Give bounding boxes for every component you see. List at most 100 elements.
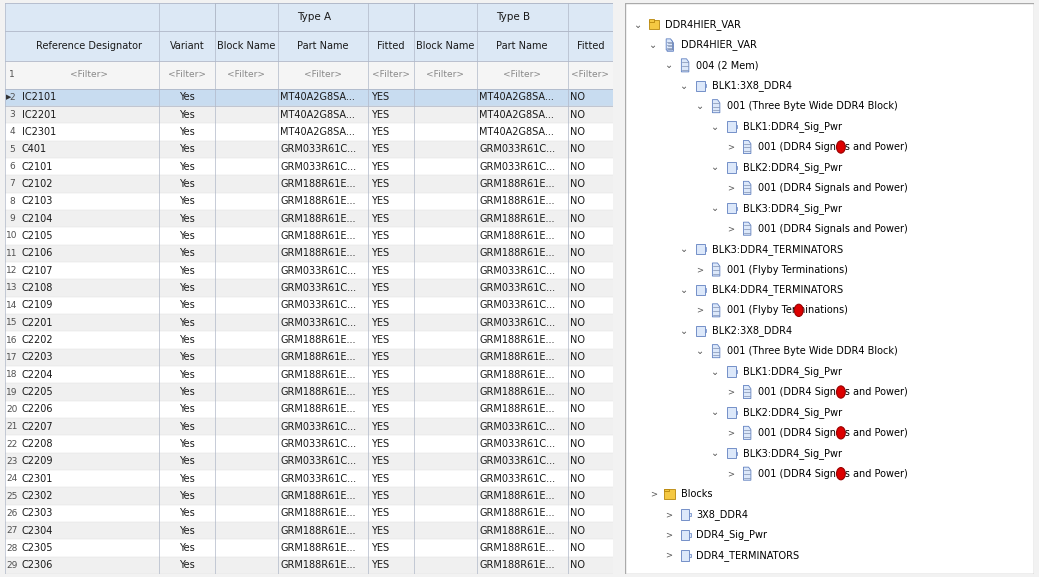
Text: ⌄: ⌄	[681, 81, 689, 91]
Text: 8: 8	[9, 197, 15, 206]
Text: C2302: C2302	[22, 491, 53, 501]
Text: <Filter>: <Filter>	[304, 70, 342, 80]
Text: GRM188R61E...: GRM188R61E...	[281, 508, 355, 518]
Text: 2: 2	[9, 93, 15, 102]
Text: 16: 16	[6, 335, 18, 344]
Text: Yes: Yes	[179, 179, 194, 189]
Text: GRM188R61E...: GRM188R61E...	[281, 353, 355, 362]
Text: >: >	[727, 224, 735, 233]
Text: ⌄: ⌄	[696, 346, 703, 356]
Text: GRM188R61E...: GRM188R61E...	[479, 213, 555, 224]
Polygon shape	[713, 100, 720, 113]
Text: 3X8_DDR4: 3X8_DDR4	[696, 509, 748, 520]
Text: 27: 27	[6, 526, 18, 535]
Text: GRM033R61C...: GRM033R61C...	[281, 162, 356, 171]
Text: Yes: Yes	[179, 370, 194, 380]
Polygon shape	[713, 263, 720, 276]
FancyBboxPatch shape	[5, 488, 613, 505]
Text: GRM033R61C...: GRM033R61C...	[281, 283, 356, 293]
FancyBboxPatch shape	[5, 227, 613, 245]
Text: YES: YES	[371, 179, 389, 189]
Text: >: >	[649, 490, 657, 499]
FancyBboxPatch shape	[5, 297, 613, 314]
Text: Yes: Yes	[179, 144, 194, 154]
FancyBboxPatch shape	[5, 193, 613, 210]
Text: YES: YES	[371, 265, 389, 276]
Text: ⌄: ⌄	[665, 61, 673, 70]
Text: C2109: C2109	[22, 301, 53, 310]
Text: ⌄: ⌄	[712, 407, 719, 417]
Text: C2304: C2304	[22, 526, 53, 536]
Text: Yes: Yes	[179, 301, 194, 310]
Text: C2101: C2101	[22, 162, 53, 171]
Text: Yes: Yes	[179, 318, 194, 328]
Text: DDR4_Sig_Pwr: DDR4_Sig_Pwr	[696, 530, 767, 541]
Text: GRM188R61E...: GRM188R61E...	[281, 404, 355, 414]
Text: Yes: Yes	[179, 456, 194, 466]
Text: C2207: C2207	[22, 422, 53, 432]
Text: 26: 26	[6, 509, 18, 518]
Text: 7: 7	[9, 179, 15, 189]
Text: 9: 9	[9, 214, 15, 223]
Text: ⌄: ⌄	[649, 40, 658, 50]
FancyBboxPatch shape	[5, 210, 613, 227]
Text: GRM188R61E...: GRM188R61E...	[479, 387, 555, 397]
FancyBboxPatch shape	[689, 513, 691, 516]
Text: 14: 14	[6, 301, 18, 310]
Text: >: >	[727, 143, 735, 152]
Text: GRM033R61C...: GRM033R61C...	[281, 456, 356, 466]
Text: GRM033R61C...: GRM033R61C...	[281, 144, 356, 154]
Text: BLK2:3X8_DDR4: BLK2:3X8_DDR4	[712, 325, 792, 336]
Text: GRM033R61C...: GRM033R61C...	[479, 439, 555, 449]
Text: 001 (DDR4 Signals and Power): 001 (DDR4 Signals and Power)	[758, 183, 908, 193]
Text: 12: 12	[6, 266, 18, 275]
Polygon shape	[682, 59, 689, 72]
FancyBboxPatch shape	[5, 123, 613, 141]
Text: NO: NO	[570, 422, 585, 432]
Text: ⌄: ⌄	[712, 163, 719, 173]
Text: GRM188R61E...: GRM188R61E...	[281, 248, 355, 258]
Text: ⌄: ⌄	[681, 326, 689, 336]
Text: C401: C401	[22, 144, 47, 154]
Text: 001 (Flyby Terminations): 001 (Flyby Terminations)	[727, 264, 848, 275]
Text: Fitted: Fitted	[577, 42, 604, 51]
FancyBboxPatch shape	[5, 349, 613, 366]
Text: <Filter>: <Filter>	[70, 70, 108, 80]
Text: GRM188R61E...: GRM188R61E...	[479, 491, 555, 501]
FancyBboxPatch shape	[5, 418, 613, 436]
Text: C2301: C2301	[22, 474, 53, 484]
Text: YES: YES	[371, 144, 389, 154]
Text: BLK3:DDR4_Sig_Pwr: BLK3:DDR4_Sig_Pwr	[743, 448, 842, 459]
Text: 1: 1	[9, 70, 15, 80]
FancyBboxPatch shape	[649, 20, 659, 29]
Text: >: >	[696, 306, 703, 315]
Text: GRM033R61C...: GRM033R61C...	[479, 283, 555, 293]
Text: YES: YES	[371, 301, 389, 310]
Text: Type A: Type A	[297, 12, 331, 22]
Text: IC2201: IC2201	[22, 110, 56, 119]
Text: MT40A2G8SA...: MT40A2G8SA...	[281, 127, 355, 137]
Text: NO: NO	[570, 387, 585, 397]
FancyBboxPatch shape	[736, 370, 738, 373]
Text: NO: NO	[570, 543, 585, 553]
Text: 24: 24	[6, 474, 18, 484]
Text: Yes: Yes	[179, 491, 194, 501]
Text: 19: 19	[6, 388, 18, 396]
Text: NO: NO	[570, 213, 585, 224]
FancyBboxPatch shape	[689, 554, 691, 557]
Text: Yes: Yes	[179, 543, 194, 553]
Text: BLK1:3X8_DDR4: BLK1:3X8_DDR4	[712, 80, 792, 91]
Text: ⌄: ⌄	[696, 101, 703, 111]
FancyBboxPatch shape	[736, 452, 738, 455]
Polygon shape	[744, 385, 751, 399]
Text: Variant: Variant	[169, 42, 205, 51]
Text: 001 (DDR4 Signals and Power): 001 (DDR4 Signals and Power)	[758, 224, 908, 234]
FancyBboxPatch shape	[704, 248, 707, 251]
Text: DDR4HIER_VAR: DDR4HIER_VAR	[665, 19, 741, 30]
Text: C2208: C2208	[22, 439, 53, 449]
Text: NO: NO	[570, 370, 585, 380]
Text: 3: 3	[9, 110, 15, 119]
Text: Block Name: Block Name	[217, 42, 275, 51]
Text: Yes: Yes	[179, 196, 194, 207]
Text: YES: YES	[371, 491, 389, 501]
